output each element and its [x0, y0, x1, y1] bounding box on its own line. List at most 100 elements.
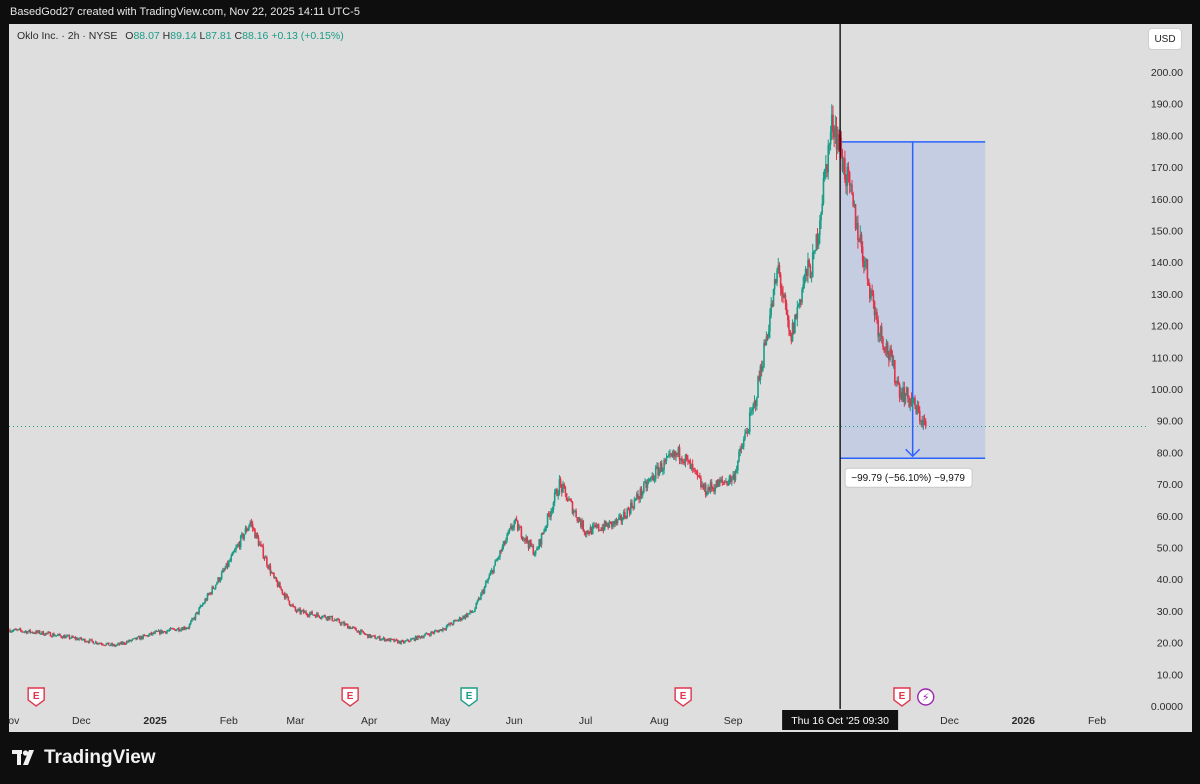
candle-body: [250, 522, 253, 524]
candle-body: [785, 303, 788, 315]
candle-body: [449, 622, 451, 626]
candle-body: [463, 616, 466, 619]
candle-body: [725, 481, 727, 483]
candle-body: [612, 521, 614, 527]
candle-body: [244, 528, 247, 535]
candle-body: [779, 274, 782, 289]
candle-body: [99, 643, 102, 645]
candle-body: [549, 514, 551, 517]
candle-body: [136, 637, 139, 640]
candle-body: [161, 630, 164, 634]
candle-body: [338, 619, 341, 623]
candle-body: [870, 290, 872, 299]
price-chart[interactable]: 200.00 190.00 180.00 170.00 160.00 150.00 140.…: [9, 24, 1192, 732]
candle-body: [222, 569, 224, 573]
candle-body: [218, 577, 221, 582]
candle-body: [580, 521, 582, 527]
candle-body: [568, 498, 570, 501]
candle-body: [408, 641, 411, 643]
candle-body: [545, 525, 548, 528]
x-tick-label: Nov: [9, 715, 20, 727]
candle-body: [332, 620, 335, 622]
candle-body: [601, 527, 604, 531]
candle-body: [254, 529, 256, 539]
candle-body: [904, 395, 907, 403]
candle-body: [597, 524, 600, 531]
candle-body: [326, 616, 329, 620]
candle-body: [660, 462, 663, 472]
candle-body: [178, 628, 180, 631]
candle-body: [913, 398, 915, 403]
candle-body: [59, 633, 61, 636]
candle-body: [898, 383, 901, 398]
candle-body: [220, 572, 223, 579]
candle-body: [880, 326, 883, 338]
candle-body: [195, 611, 198, 614]
candle-body: [877, 319, 879, 337]
candle-body: [747, 432, 750, 434]
candle-body: [21, 630, 23, 632]
candle-body: [369, 634, 372, 638]
currency-button[interactable]: USD: [1148, 28, 1182, 50]
candle-body: [147, 635, 149, 637]
candle-body: [901, 391, 903, 401]
candle-body: [836, 134, 839, 150]
candle-body: [212, 586, 215, 589]
candle-body: [528, 540, 531, 548]
candle-body: [819, 220, 821, 236]
symbol-legend: Oklo Inc. · 2h · NYSE O88.07 H89.14 L87.…: [17, 30, 344, 42]
candle-body: [314, 615, 317, 618]
candle-body: [425, 633, 428, 635]
candle-body: [769, 315, 771, 332]
candle-body: [508, 528, 511, 533]
candle-body: [368, 634, 370, 638]
candle-body: [833, 129, 835, 138]
candle-body: [656, 466, 658, 468]
candle-body: [355, 628, 357, 631]
candle-body: [193, 618, 196, 620]
candle-body: [468, 613, 470, 615]
tradingview-logo[interactable]: TradingView: [12, 747, 156, 769]
candle-body: [339, 622, 342, 625]
candle-body: [359, 630, 362, 634]
earnings-marker-label: E: [347, 691, 354, 702]
candle-body: [866, 259, 869, 280]
candle-body: [852, 194, 854, 207]
candle-body: [362, 630, 364, 633]
candle-body: [263, 557, 266, 559]
candle-body: [233, 550, 236, 553]
candle-body: [501, 546, 504, 552]
candle-body: [271, 572, 274, 574]
candle-body: [224, 568, 227, 570]
candle-body: [720, 479, 722, 483]
candle-body: [610, 521, 613, 527]
candle-body: [581, 520, 583, 527]
candle-body: [36, 630, 39, 633]
candle-body: [631, 502, 633, 507]
candle-body: [563, 484, 566, 487]
candle-body: [802, 284, 805, 290]
candle-body: [789, 330, 791, 335]
candle-body: [306, 614, 309, 616]
candle-body: [80, 637, 83, 640]
candle-body: [630, 502, 632, 514]
candle-body: [65, 636, 67, 639]
candle-body: [791, 323, 794, 342]
candle-body: [746, 431, 749, 433]
candle-body: [167, 630, 169, 632]
candle-body: [358, 630, 361, 634]
candle-body: [467, 613, 469, 617]
candle-body: [733, 474, 736, 481]
candle-body: [163, 631, 166, 633]
candle-body: [73, 637, 76, 639]
candle-body: [731, 477, 733, 482]
candle-body: [767, 331, 770, 338]
candle-body: [385, 639, 387, 642]
candle-body: [788, 319, 790, 331]
candle-body: [393, 639, 395, 642]
candle-body: [12, 630, 15, 632]
chart-frame[interactable]: 200.00 190.00 180.00 170.00 160.00 150.00 140.…: [9, 24, 1192, 732]
candle-body: [455, 620, 457, 622]
candle-body: [564, 486, 567, 494]
candle-body: [882, 337, 884, 347]
